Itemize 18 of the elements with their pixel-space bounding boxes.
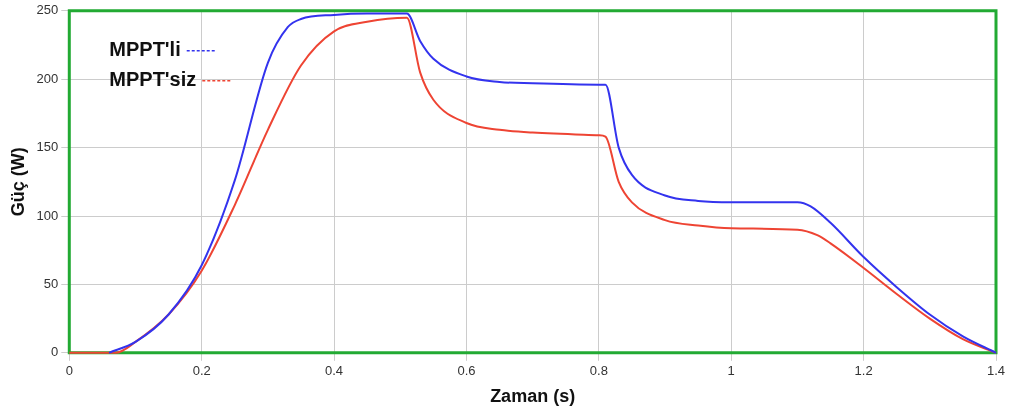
- y-tick-label: 0: [51, 344, 59, 360]
- y-tick-label: 50: [43, 275, 59, 291]
- x-axis-title: Zaman (s): [490, 386, 576, 407]
- y-axis-title: Güç (W): [7, 147, 28, 217]
- x-tick-label: 1: [727, 363, 735, 379]
- x-tick-label: 0: [65, 363, 73, 379]
- y-tick-label: 150: [36, 139, 59, 155]
- x-tick-label: 0.8: [589, 363, 608, 379]
- legend-label: MPPT'siz: [109, 68, 197, 91]
- x-tick-label: 1.2: [854, 363, 873, 379]
- x-tick-label: 0.4: [325, 363, 344, 379]
- y-tick-label: 250: [36, 2, 59, 18]
- y-tick-label: 200: [36, 70, 59, 86]
- x-tick-label: 1.4: [986, 363, 1006, 379]
- x-tick-label: 0.2: [192, 363, 211, 379]
- y-tick-label: 100: [36, 207, 59, 223]
- legend-label: MPPT'li: [109, 38, 181, 61]
- x-tick-label: 0.6: [457, 363, 476, 379]
